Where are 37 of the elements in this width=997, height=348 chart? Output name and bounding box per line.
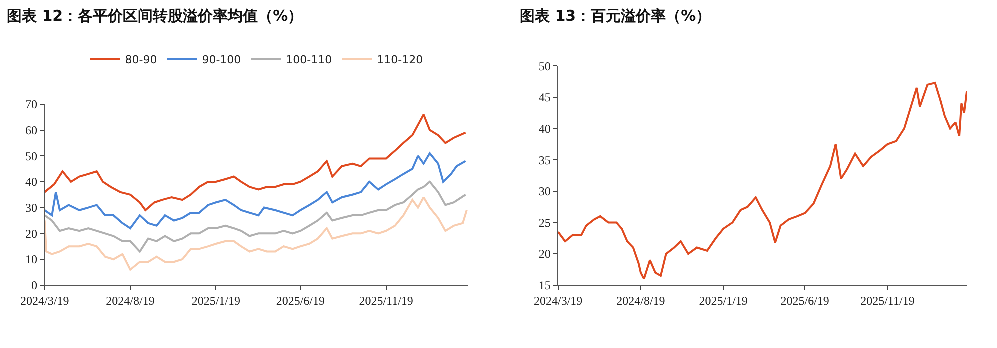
chart-title: 图表 12：各平价区间转股溢价率均值（%） [7,7,304,25]
legend-label: 90-100 [202,53,242,66]
y-tick-label: 20 [25,226,38,241]
legend-label: 100-110 [286,53,332,66]
y-tick-label: 40 [25,175,38,190]
line-series [44,114,467,212]
legend-label: 80-90 [125,53,158,66]
x-tick-label: 2025/1/19 [699,294,748,308]
x-tick-label: 2025/11/19 [860,294,915,308]
y-tick-label: 35 [538,153,551,168]
line-series [44,196,468,271]
x-tick-label: 2025/6/19 [276,294,325,308]
chart-title: 图表 13：百元溢价率（%） [520,7,712,25]
y-tick-label: 70 [25,98,38,112]
y-tick-label: 15 [538,278,551,293]
x-tick-label: 2024/3/19 [534,294,583,308]
x-tick-label: 2025/1/19 [192,294,240,308]
line-series [44,180,467,253]
y-tick-label: 30 [25,201,38,216]
y-tick-label: 60 [25,123,38,138]
y-tick-label: 50 [538,59,551,74]
line-series [558,82,968,280]
y-tick-label: 45 [538,90,551,105]
x-tick-label: 2025/6/19 [780,294,830,308]
x-tick-label: 2025/11/19 [359,294,414,308]
y-tick-label: 40 [538,122,551,136]
y-tick-label: 0 [31,278,38,293]
x-tick-label: 2024/8/19 [106,294,155,308]
y-tick-label: 10 [25,252,38,267]
legend-label: 110-120 [377,53,424,66]
x-tick-label: 2024/3/19 [20,294,70,308]
y-tick-label: 50 [25,149,38,164]
x-tick-label: 2024/8/19 [616,294,666,308]
y-tick-label: 25 [538,216,551,230]
line-series [44,152,467,230]
y-tick-label: 30 [538,184,551,199]
y-tick-label: 20 [538,247,551,262]
